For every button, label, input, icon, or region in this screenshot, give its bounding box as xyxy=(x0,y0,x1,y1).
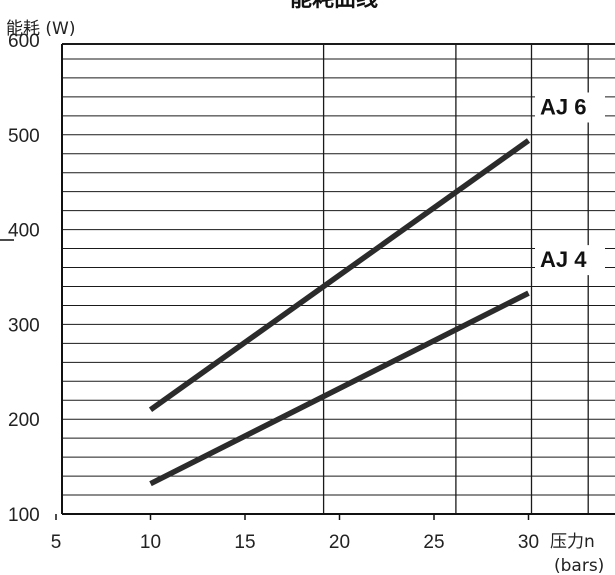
series-line-aj-6 xyxy=(148,138,531,412)
x-tick-label: 25 xyxy=(423,532,444,553)
y-axis-label: 能耗 (W) xyxy=(6,19,75,39)
series-line-aj-4 xyxy=(149,290,530,487)
x-axis-unit: (bars) xyxy=(554,556,604,575)
x-tick-label: 5 xyxy=(51,532,62,553)
x-tick-label: 15 xyxy=(234,532,255,553)
y-tick-label: 600 xyxy=(8,31,40,52)
chart-title: 能耗曲线 xyxy=(290,0,378,12)
series-label-background xyxy=(535,92,605,123)
y-tick-label: 500 xyxy=(8,126,40,147)
y-tick-label: 200 xyxy=(8,410,40,431)
series-label-background xyxy=(535,245,605,276)
y-tick-label: 400 xyxy=(8,221,40,242)
x-tick-label: 30 xyxy=(518,532,539,553)
y-tick-label: 100 xyxy=(8,505,40,526)
x-tick-label: 20 xyxy=(329,532,350,553)
title-background xyxy=(280,0,390,12)
x-tick-label: 10 xyxy=(140,532,161,553)
x-axis-label: 压力n xyxy=(550,532,595,552)
y-tick-label: 300 xyxy=(8,315,40,336)
series-label: AJ 4 xyxy=(540,247,587,272)
series-label: AJ 6 xyxy=(540,94,586,119)
